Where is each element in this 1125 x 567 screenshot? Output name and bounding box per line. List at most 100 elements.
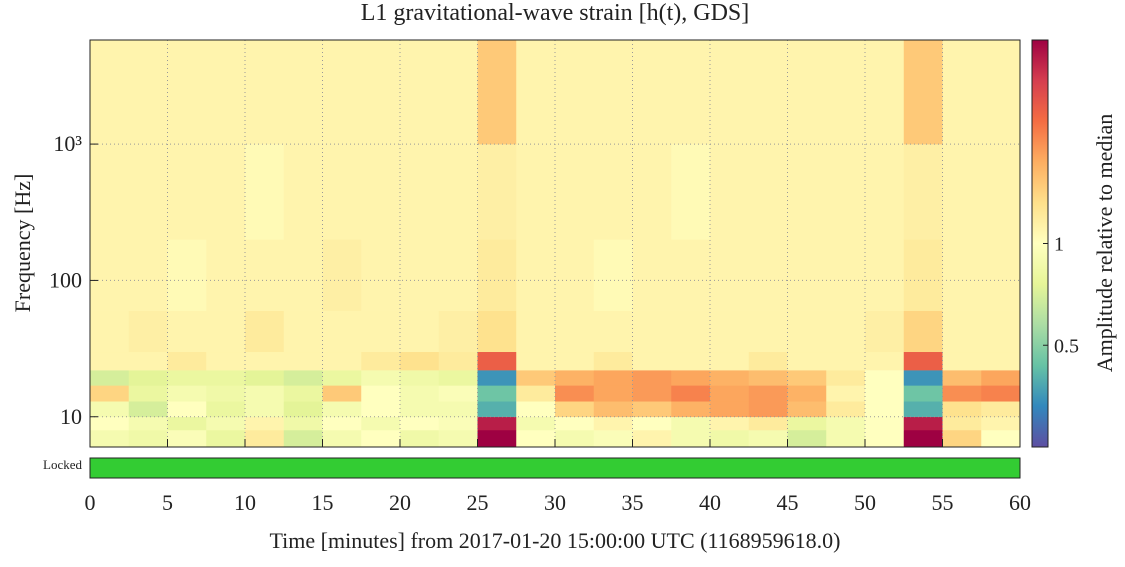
heatmap-cell — [942, 416, 982, 431]
heatmap-cell — [322, 416, 362, 431]
heatmap-cell — [671, 351, 711, 371]
x-axis-label: Time [minutes] from 2017-01-20 15:00:00 … — [270, 528, 841, 553]
heatmap-cell — [748, 351, 788, 371]
heatmap-cell — [826, 310, 866, 353]
heatmap-cell — [128, 385, 168, 402]
heatmap-cell — [942, 239, 982, 311]
colorbar-label: Amplitude relative to median — [1092, 114, 1117, 372]
heatmap-cell — [826, 370, 866, 386]
colorbar-tick-label: 0.5 — [1054, 335, 1079, 357]
heatmap-cell — [942, 370, 982, 386]
heatmap-cell — [128, 40, 168, 145]
heatmap-cell — [438, 385, 478, 402]
plot-frame — [89, 39, 1021, 448]
heatmap-cell — [322, 239, 362, 311]
heatmap-cell — [787, 351, 827, 371]
heatmap-cell — [245, 385, 285, 402]
heatmap-cell — [245, 401, 285, 418]
heatmap-cell — [245, 144, 285, 240]
heatmap-cell — [167, 310, 207, 353]
heatmap-cell — [245, 351, 285, 371]
x-tick-label: 15 — [312, 490, 334, 515]
heatmap-cell — [903, 40, 943, 145]
heatmap-cell — [632, 385, 672, 402]
heatmap-cell — [438, 144, 478, 240]
heatmap-cell — [748, 429, 788, 448]
heatmap-cell — [981, 429, 1021, 448]
heatmap-cell — [438, 239, 478, 311]
heatmap-cell — [826, 401, 866, 418]
heatmap-cell — [671, 144, 711, 240]
heatmap-cell — [283, 40, 323, 145]
heatmap-cell — [710, 370, 750, 386]
x-tick-label: 35 — [622, 490, 644, 515]
heatmap-cell — [555, 429, 595, 448]
heatmap-cell — [128, 429, 168, 448]
heatmap-cell — [555, 310, 595, 353]
heatmap-cell — [748, 40, 788, 145]
heatmap-cell — [632, 144, 672, 240]
heatmap-cell — [90, 370, 130, 386]
heatmap-cell — [748, 310, 788, 353]
heatmap-cell — [128, 401, 168, 418]
heatmap-cell — [477, 351, 517, 371]
heatmap-cell — [477, 429, 517, 448]
x-tick-label: 25 — [467, 490, 489, 515]
heatmap-cell — [942, 429, 982, 448]
heatmap-cell — [981, 239, 1021, 311]
heatmap-cell — [942, 40, 982, 145]
heatmap-cell — [167, 401, 207, 418]
heatmap-cell — [245, 416, 285, 431]
heatmap-cell — [438, 310, 478, 353]
heatmap-cell — [671, 310, 711, 353]
x-tick-label: 40 — [699, 490, 721, 515]
heatmap-cell — [748, 370, 788, 386]
heatmap-cell — [206, 370, 246, 386]
heatmap-cell — [516, 429, 556, 448]
state-label: Locked — [43, 457, 82, 472]
heatmap-cell — [593, 351, 633, 371]
heatmap-cell — [593, 40, 633, 145]
heatmap-cell — [671, 239, 711, 311]
heatmap-cell — [206, 144, 246, 240]
x-tick-label: 45 — [777, 490, 799, 515]
heatmap-cell — [671, 401, 711, 418]
heatmap-cell — [167, 429, 207, 448]
heatmap-cell — [438, 370, 478, 386]
heatmap-cell — [593, 239, 633, 311]
heatmap-cell — [206, 40, 246, 145]
heatmap-cell — [322, 144, 362, 240]
heatmap-cell — [981, 351, 1021, 371]
heatmap-cell — [477, 370, 517, 386]
heatmap-cell — [865, 40, 905, 145]
state-frame — [89, 457, 1021, 479]
heatmap-cell — [632, 351, 672, 371]
heatmap-cell — [748, 416, 788, 431]
heatmap-cell — [128, 239, 168, 311]
heatmap-cell — [90, 144, 130, 240]
heatmap-cell — [593, 401, 633, 418]
heatmap-cell — [400, 239, 440, 311]
heatmap-cell — [516, 416, 556, 431]
heatmap-cell — [710, 144, 750, 240]
heatmap-cell — [787, 144, 827, 240]
heatmap-cell — [787, 370, 827, 386]
heatmap-cell — [322, 351, 362, 371]
x-tick-label: 55 — [932, 490, 954, 515]
heatmap-cell — [283, 416, 323, 431]
y-tick-label: 10 — [60, 404, 82, 429]
chart-title: L1 gravitational-wave strain [h(t), GDS] — [361, 0, 750, 26]
heatmap-cell — [283, 385, 323, 402]
heatmap-cell — [283, 401, 323, 418]
heatmap-cell — [593, 370, 633, 386]
heatmap-cell — [710, 401, 750, 418]
heatmap-cell — [128, 351, 168, 371]
heatmap-cell — [90, 40, 130, 145]
heatmap-cell — [903, 239, 943, 311]
heatmap-cell — [90, 401, 130, 418]
heatmap-cell — [438, 40, 478, 145]
heatmap-cell — [283, 144, 323, 240]
heatmap-cell — [90, 351, 130, 371]
heatmap-cell — [632, 401, 672, 418]
heatmap-cell — [167, 370, 207, 386]
